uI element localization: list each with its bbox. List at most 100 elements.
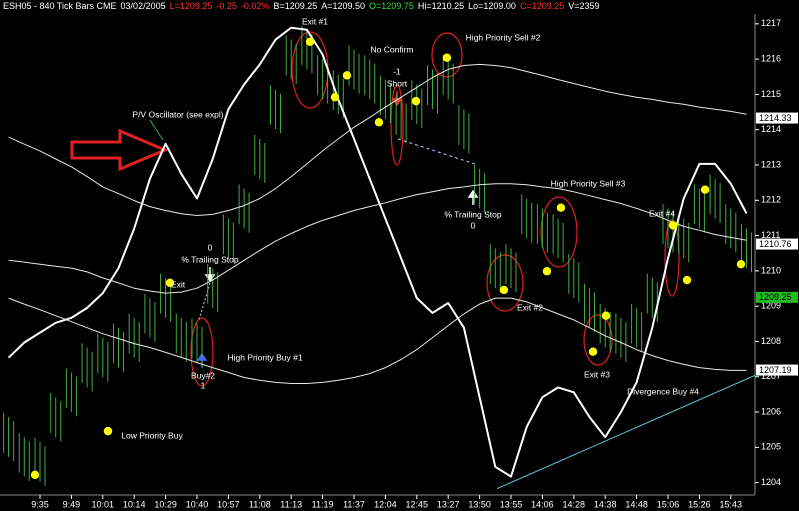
annotation: High Priority Buy #1 [227,352,302,362]
header-item: V=2359 [568,1,599,11]
x-tick-label: 13:55 [500,499,523,509]
price-marker [756,238,798,250]
x-tick-label: 11:19 [312,499,334,509]
y-tick-label: 1213 [761,159,781,169]
x-tick-label: 14:06 [531,499,554,509]
header-item: 03/02/2005 [121,1,166,11]
highlight [190,317,214,387]
highlight [583,314,613,366]
y-tick-label: 1216 [761,53,781,63]
signal-dot [442,53,452,62]
header-item: A=1209.50 [321,1,365,11]
annotation: P/V Oscillator (see expl) [132,109,223,119]
y-tick-label: 1204 [761,477,781,487]
x-tick-label: 10:14 [123,499,146,509]
price-marker [756,112,798,124]
x-tick-label: 10:40 [186,499,209,509]
y-tick-label: 1206 [761,406,781,416]
price-marker-label: 1209.25 [759,292,792,302]
signal-dot [601,311,611,320]
y-tick-label: 1212 [761,195,781,205]
y-tick-label: 1214 [761,124,781,134]
dotted-stop [198,282,211,321]
signal-dot [342,71,352,80]
signal-dot [668,221,678,230]
signal-dot [30,470,40,480]
signal-dot [736,259,746,269]
signal-dot [499,285,509,295]
annotation: Exit #4 [649,208,675,218]
band-line [8,183,747,294]
y-tick-label: 1207 [761,371,781,381]
x-tick-label: 10:57 [217,499,240,509]
signal-dot [700,185,710,194]
annotation: 0 [208,242,213,252]
signal-dot [330,93,340,102]
y-tick-label: 1210 [761,265,781,275]
x-tick-label: 10:29 [154,499,177,509]
price-marker-label: 1210.76 [759,239,792,249]
y-tick-label: 1209 [761,301,781,311]
annotation: -1 [393,66,401,76]
signal-dot [682,275,692,285]
annotation: Short [387,78,408,88]
x-tick-label: 15:06 [657,499,680,509]
annotation: % Trailing Stop [444,209,501,219]
price-marker [756,291,798,303]
y-tick-label: 1215 [761,89,781,99]
x-tick-label: 10:01 [92,499,115,509]
signal-dot [305,37,315,47]
trendline [397,138,476,165]
annotation: Exit #1 [302,16,328,26]
x-tick-label: 15:26 [688,499,711,509]
x-tick-label: 13:50 [468,499,491,509]
annotation: 0 [471,220,476,230]
header-item: -0.25 [216,1,237,11]
price-marker [756,364,798,376]
highlight [431,32,463,78]
header-item: O=1209.75 [369,1,414,11]
signal-dot [374,118,384,127]
header-item: -0.02% [241,1,270,11]
signal-dot [165,278,175,288]
annotation: High Priority Sell #2 [466,32,541,42]
signal-dot [411,96,421,106]
annotation: Low Priority Buy [121,430,183,440]
annotation: Buy#2 [191,370,215,380]
y-tick-label: 1211 [761,230,780,240]
price-marker-label: 1207.19 [759,365,792,375]
header-item: ESH05 - 840 Tick Bars CME [3,1,117,11]
annotation: Divergence Buy #4 [627,386,699,396]
leader [149,119,164,141]
header-item: C=1209.25 [520,1,564,11]
x-tick-label: 11:08 [249,499,271,509]
highlight [486,254,524,312]
annotation: 1 [201,380,206,390]
signal-dot [588,347,598,356]
x-tick-label: 12:45 [406,499,429,509]
annotation: High Priority Sell #3 [551,178,626,188]
header-item: B=1209.25 [273,1,317,11]
oscillator-line [7,26,748,478]
x-tick-label: 9:49 [63,499,81,509]
signal-dot [556,203,566,212]
header-item: L=1209.25 [170,1,213,11]
x-tick-label: 12:04 [374,499,397,509]
x-tick-label: 11:13 [280,499,302,509]
header: ESH05 - 840 Tick Bars CME 03/02/2005 L=120… [3,1,600,11]
y-tick-label: 1217 [761,18,781,28]
highlight [390,84,404,166]
highlight [540,196,578,268]
y-tick-label: 1208 [761,336,781,346]
band-line [8,63,747,216]
price-marker-label: 1214.33 [759,113,792,123]
header-item: Lo=1209.00 [468,1,516,11]
x-tick-label: 15:43 [720,499,743,509]
annotation: No Confirm [371,44,414,54]
y-tick-label: 1205 [761,442,781,452]
x-tick-label: 9:35 [31,499,49,509]
signal-dot [103,426,113,436]
x-tick-label: 14:28 [563,499,586,509]
trendline [496,374,756,490]
